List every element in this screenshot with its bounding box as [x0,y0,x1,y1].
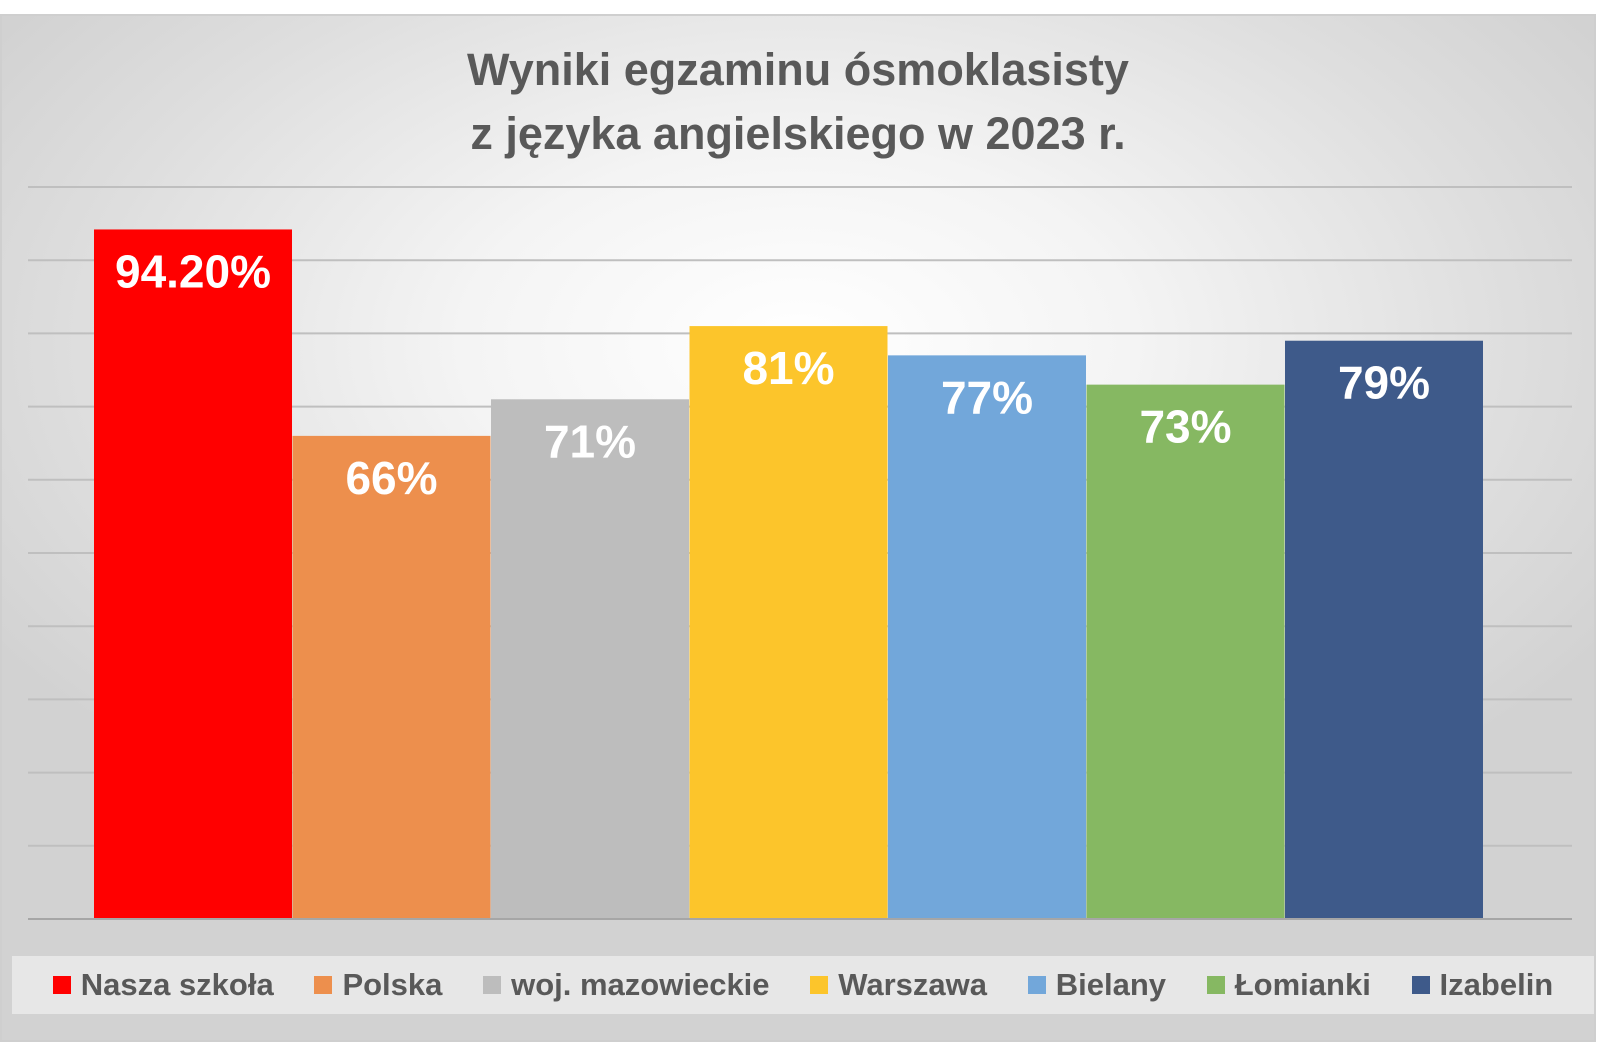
legend-label: Łomianki [1234,967,1371,1002]
legend-item-woj-mazowieckie: woj. mazowieckie [483,967,770,1003]
legend-swatch [1027,976,1046,994]
data-label-3: 71% [544,415,636,467]
chart-frame: Wyniki egzaminu ósmoklasisty z języka an… [0,14,1596,1042]
legend-swatch [314,976,333,994]
bar-chart-plot: 94.20% 66% 71% 81% 77% 73% 79% [28,186,1572,920]
data-label-2: 66% [345,452,437,504]
legend-item-bielany: Bielany [1027,967,1167,1003]
legend-item-nasza-szkola: Nasza szkoła [52,967,274,1003]
legend-label: Warszawa [838,967,988,1002]
bar-7 [1285,340,1483,920]
bar-2 [292,435,491,919]
legend-item-polska: Polska [314,967,442,1003]
legend-item-lomianki: Łomianki [1206,967,1371,1003]
bar-1 [94,229,292,919]
bar-3 [491,399,689,919]
chart-title-line-1: Wyniki egzaminu ósmoklasisty [467,44,1129,95]
legend-label: woj. mazowieckie [511,967,770,1002]
chart-title-line-2: z języka angielskiego w 2023 r. [470,108,1126,159]
data-label-7: 79% [1338,357,1430,409]
data-label-6: 73% [1139,401,1231,453]
legend-swatch [1411,976,1430,994]
chart-legend: Nasza szkoła Polska woj. mazowieckie War… [12,956,1594,1014]
legend-swatch [483,976,502,994]
legend-label: Izabelin [1439,967,1554,1002]
bar-4 [689,326,888,920]
legend-label: Nasza szkoła [80,967,274,1002]
legend-label: Polska [342,967,443,1002]
legend-swatch [810,976,829,994]
legend-label: Bielany [1055,967,1167,1002]
legend-swatch [52,976,71,994]
legend-item-warszawa: Warszawa [810,967,987,1003]
data-label-4: 81% [742,342,834,394]
bar-6 [1086,384,1285,919]
chart-title: Wyniki egzaminu ósmoklasisty z języka an… [2,38,1594,166]
legend-item-izabelin: Izabelin [1411,967,1554,1003]
bar-5 [888,355,1086,919]
data-label-5: 77% [941,371,1033,423]
legend-swatch [1206,976,1225,994]
data-label-1: 94.20% [115,245,271,297]
